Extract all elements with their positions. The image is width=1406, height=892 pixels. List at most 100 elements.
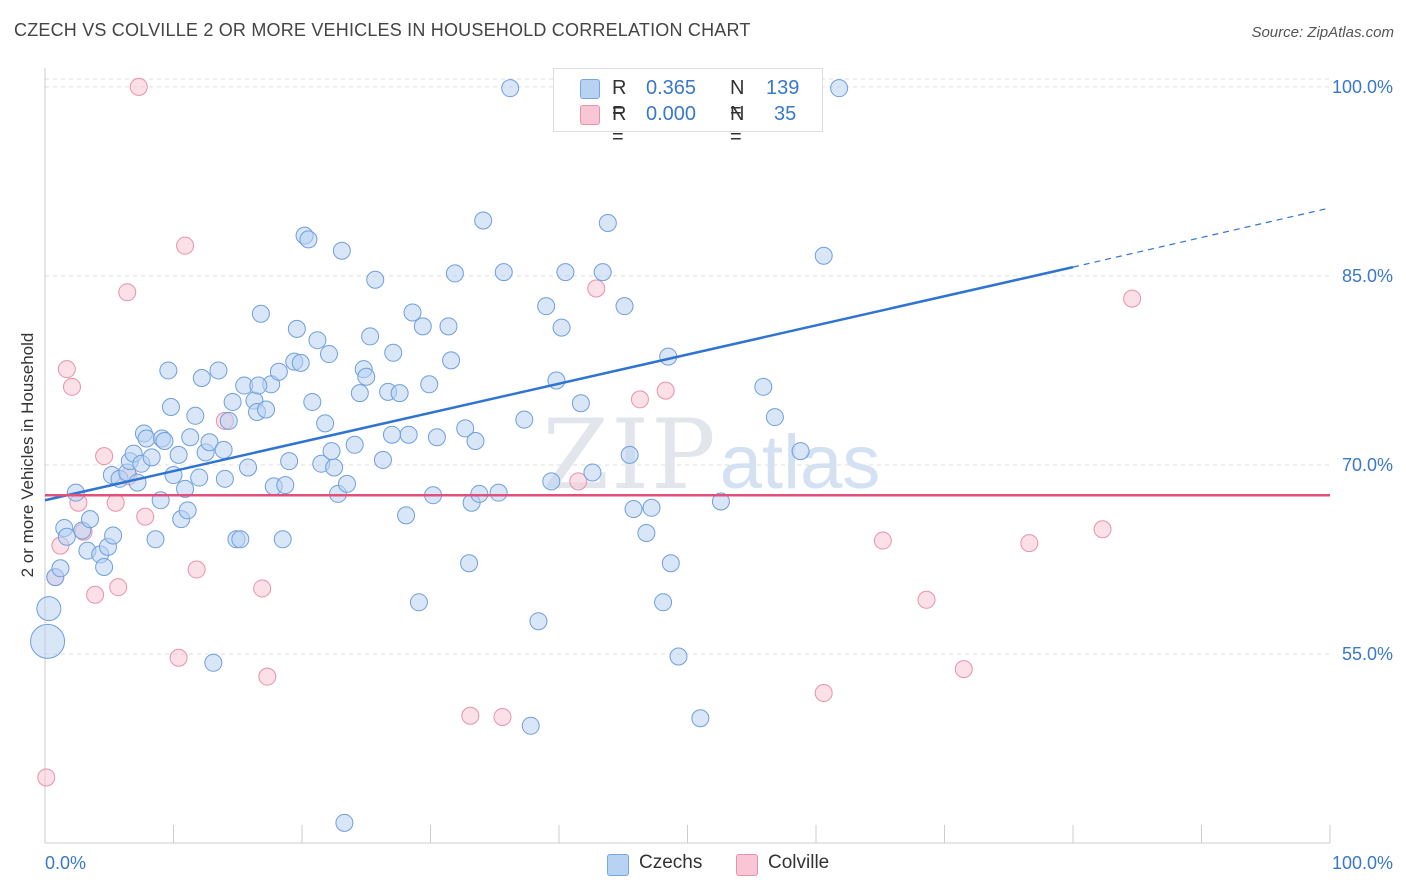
legend-swatch-czechs <box>607 854 629 876</box>
czechs-point <box>542 472 561 491</box>
legend-label-czechs: Czechs <box>639 852 703 873</box>
czechs-point <box>445 264 464 283</box>
czechs-point <box>169 445 188 464</box>
czechs-point <box>204 653 223 672</box>
czechs-point <box>409 593 428 612</box>
y-tick-label: 85.0% <box>1342 266 1393 286</box>
czechs-point <box>308 331 327 350</box>
czechs-point <box>350 384 369 403</box>
czechs-point <box>190 468 209 487</box>
colville-point <box>569 472 588 491</box>
source-credit: Source: ZipAtlas.com <box>1251 24 1394 41</box>
chart-title: CZECH VS COLVILLE 2 OR MORE VEHICLES IN … <box>14 20 751 40</box>
czechs-point <box>186 406 205 425</box>
legend-swatch-czechs <box>580 79 600 99</box>
czechs-point <box>200 433 219 452</box>
czechs-point <box>661 554 680 573</box>
czechs-point <box>303 392 322 411</box>
czechs-point <box>159 361 178 380</box>
colville-point <box>62 377 81 396</box>
czechs-point <box>420 375 439 394</box>
legend-label-colville: Colville <box>768 852 830 873</box>
colville-point <box>656 381 675 400</box>
czechs-point <box>181 428 200 447</box>
czechs-point <box>357 367 376 386</box>
czechs-point <box>192 369 211 387</box>
colville-point <box>109 578 128 597</box>
czechs-point <box>654 593 673 612</box>
colville-point <box>1020 534 1039 553</box>
colville-point <box>86 585 105 604</box>
czechs-point <box>552 318 571 337</box>
czechs-point <box>791 442 810 461</box>
czechs-point <box>269 362 288 381</box>
colville-point <box>954 660 973 679</box>
legend-r-label: R = <box>612 77 627 122</box>
czechs-point <box>299 230 318 249</box>
colville-point <box>493 707 512 726</box>
colville-point <box>1093 520 1112 539</box>
czechs-point <box>442 351 461 370</box>
y-axis-label: 2 or more Vehicles in Household <box>18 332 37 578</box>
colville-point <box>873 531 892 550</box>
colville-point <box>587 279 606 298</box>
czechs-point <box>466 432 485 451</box>
czechs-point <box>830 79 849 98</box>
colville-point <box>95 447 114 466</box>
legend-r-value: 0.000 <box>646 103 697 125</box>
czechs-point <box>30 623 66 659</box>
czechs-point <box>814 246 833 265</box>
trend-lines <box>44 207 1331 502</box>
tick-labels: 55.0% 70.0% 85.0% 100.0% 0.0% 100.0% <box>45 77 1393 873</box>
czechs-point <box>51 559 70 578</box>
czechs-point <box>384 343 403 362</box>
czechs-point <box>403 303 422 322</box>
czechs-point <box>642 498 661 517</box>
czechs-point <box>460 554 479 573</box>
czechs-point <box>80 510 99 529</box>
czechs-point <box>209 361 228 380</box>
czechs-point <box>57 527 76 546</box>
colville-point <box>176 236 195 255</box>
czechs-point <box>637 524 656 542</box>
czechs-point <box>382 425 401 444</box>
colville-point <box>136 507 155 526</box>
czechs-point <box>257 400 276 419</box>
czechs-point <box>615 297 634 316</box>
czechs-point <box>155 432 174 451</box>
x-tick-label: 100.0% <box>1332 853 1393 873</box>
czechs-point <box>249 376 268 395</box>
czechs-point <box>390 384 409 403</box>
czechs-point <box>291 353 310 372</box>
czechs-point <box>529 612 548 631</box>
axes <box>44 68 1331 844</box>
czechs-point <box>319 345 338 364</box>
y-tick-label: 70.0% <box>1342 455 1393 475</box>
czechs-point <box>178 501 197 520</box>
correlation-legend: R = 0.365 N = 139 R = 0.000 N = 35 <box>553 68 823 148</box>
czechs-point <box>142 448 161 467</box>
colville-point <box>1123 289 1142 308</box>
czechs-point <box>494 263 513 282</box>
colville-point <box>169 648 188 667</box>
czechs-trend-line <box>44 265 1074 502</box>
czechs-point <box>231 530 250 549</box>
czechs-point <box>335 813 354 832</box>
czechs-point <box>427 428 446 447</box>
czechs-point <box>36 596 62 622</box>
colville-point <box>258 667 277 686</box>
czechs-point <box>239 458 258 477</box>
czechs-point <box>624 500 643 519</box>
colville-point <box>253 579 272 598</box>
czechs-point <box>593 263 612 282</box>
colville-point <box>118 283 137 302</box>
legend-n-value: 139 <box>766 77 800 99</box>
czechs-point <box>322 442 341 461</box>
legend-r-value: 0.365 <box>646 77 697 99</box>
czechs-point <box>691 709 710 728</box>
czechs-point <box>571 394 590 413</box>
czechs-point <box>754 377 773 396</box>
czechs-point <box>337 474 356 493</box>
czechs-point <box>280 452 299 471</box>
legend-swatch-colville <box>580 105 600 125</box>
